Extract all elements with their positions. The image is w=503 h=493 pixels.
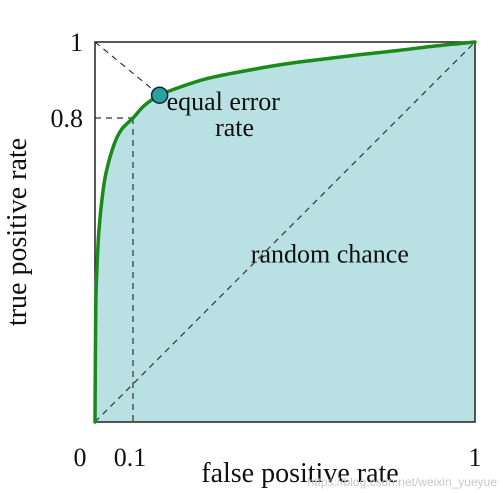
eer-label-line1: equal error xyxy=(167,87,281,116)
random-chance-line xyxy=(94,41,476,423)
x-axis-label: false positive rate xyxy=(201,458,398,489)
roc-curve xyxy=(93,40,477,424)
x-tick-labels: 0 0.1 1 xyxy=(74,443,482,472)
watermark-text: https://blog.csdn.net/weixin_yueyue xyxy=(308,475,498,489)
equal-error-rate-marker xyxy=(150,86,169,104)
plot-frame xyxy=(94,41,476,423)
y-axis-label: true positive rate xyxy=(2,138,33,326)
x-tick-label: 0.1 xyxy=(114,443,147,472)
y-tick-labels: 0.81 xyxy=(51,28,84,133)
y-tick-label: 1 xyxy=(70,28,83,57)
y-tick-label: 0.8 xyxy=(51,104,84,133)
x-tick-label: 1 xyxy=(469,443,482,472)
eer-label-line2: rate xyxy=(215,113,254,142)
equal-error-diagonal xyxy=(94,41,160,96)
random-chance-label: random chance xyxy=(251,239,409,268)
x-tick-label: 0 xyxy=(74,443,87,472)
